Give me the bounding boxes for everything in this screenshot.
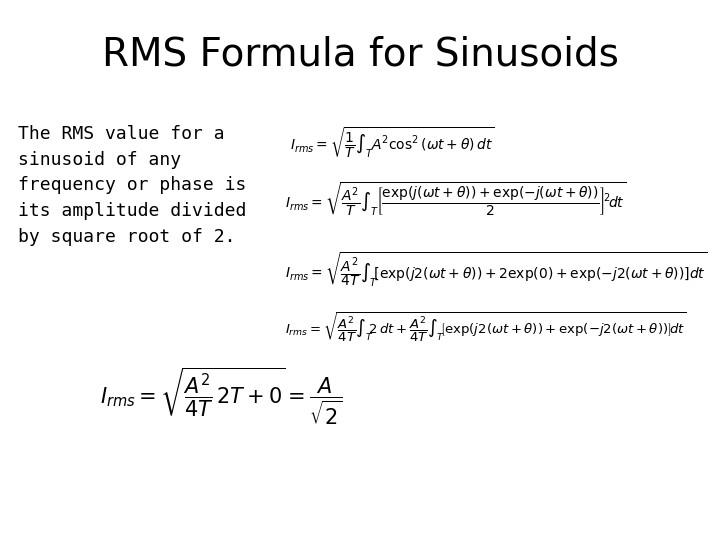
Text: $I_{rms} = \sqrt{\dfrac{A^2}{4T}\,2T+0} = \dfrac{A}{\sqrt{2}}$: $I_{rms} = \sqrt{\dfrac{A^2}{4T}\,2T+0} … (100, 365, 343, 427)
Text: $I_{rms} = \sqrt{\dfrac{A^2}{4T}\int_T\!2\,dt+\dfrac{A^2}{4T}\int_T\!\left[\exp(: $I_{rms} = \sqrt{\dfrac{A^2}{4T}\int_T\!… (285, 310, 686, 343)
Text: The RMS value for a
sinusoid of any
frequency or phase is
its amplitude divided
: The RMS value for a sinusoid of any freq… (18, 125, 246, 246)
Text: $I_{rms} = \sqrt{\dfrac{1}{T}\int_T A^2 \cos^2(\omega t + \theta)\,dt}$: $I_{rms} = \sqrt{\dfrac{1}{T}\int_T A^2 … (290, 125, 494, 160)
Text: $I_{rms} = \sqrt{\dfrac{A^2}{T}\int_T\left[\dfrac{\exp(j(\omega t+\theta))+\exp(: $I_{rms} = \sqrt{\dfrac{A^2}{T}\int_T\le… (285, 180, 626, 218)
Text: RMS Formula for Sinusoids: RMS Formula for Sinusoids (102, 35, 618, 73)
Text: $I_{rms} = \sqrt{\dfrac{A^2}{4T}\int_T\!\left[\exp(j2(\omega t+\theta))+2\exp(0): $I_{rms} = \sqrt{\dfrac{A^2}{4T}\int_T\!… (285, 250, 707, 289)
